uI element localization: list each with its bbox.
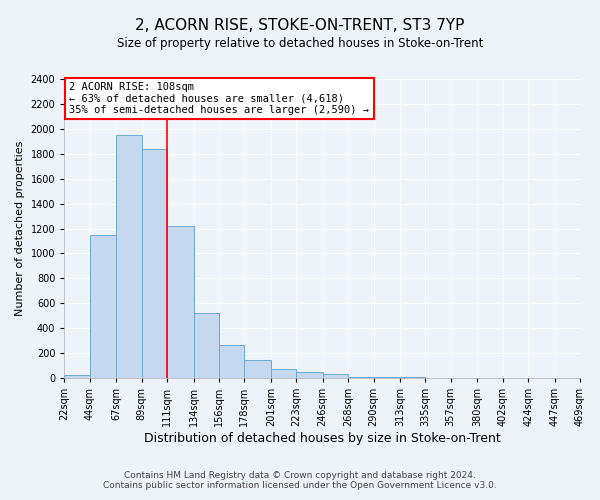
Bar: [167, 226, 194, 378]
Bar: [374, 377, 400, 378]
Bar: [90, 235, 116, 378]
Bar: [64, 375, 90, 378]
Text: 2, ACORN RISE, STOKE-ON-TRENT, ST3 7YP: 2, ACORN RISE, STOKE-ON-TRENT, ST3 7YP: [136, 18, 464, 32]
Text: Size of property relative to detached houses in Stoke-on-Trent: Size of property relative to detached ho…: [117, 38, 483, 51]
Text: 2 ACORN RISE: 108sqm
← 63% of detached houses are smaller (4,618)
35% of semi-de: 2 ACORN RISE: 108sqm ← 63% of detached h…: [70, 82, 370, 115]
Y-axis label: Number of detached properties: Number of detached properties: [15, 141, 25, 316]
Bar: [219, 345, 244, 378]
Bar: [323, 374, 348, 378]
Bar: [116, 135, 142, 378]
X-axis label: Distribution of detached houses by size in Stoke-on-Trent: Distribution of detached houses by size …: [144, 432, 500, 445]
Bar: [296, 372, 323, 378]
Bar: [142, 149, 167, 378]
Text: Contains HM Land Registry data © Crown copyright and database right 2024.
Contai: Contains HM Land Registry data © Crown c…: [103, 470, 497, 490]
Bar: [244, 360, 271, 378]
Bar: [194, 313, 219, 378]
Bar: [271, 368, 296, 378]
